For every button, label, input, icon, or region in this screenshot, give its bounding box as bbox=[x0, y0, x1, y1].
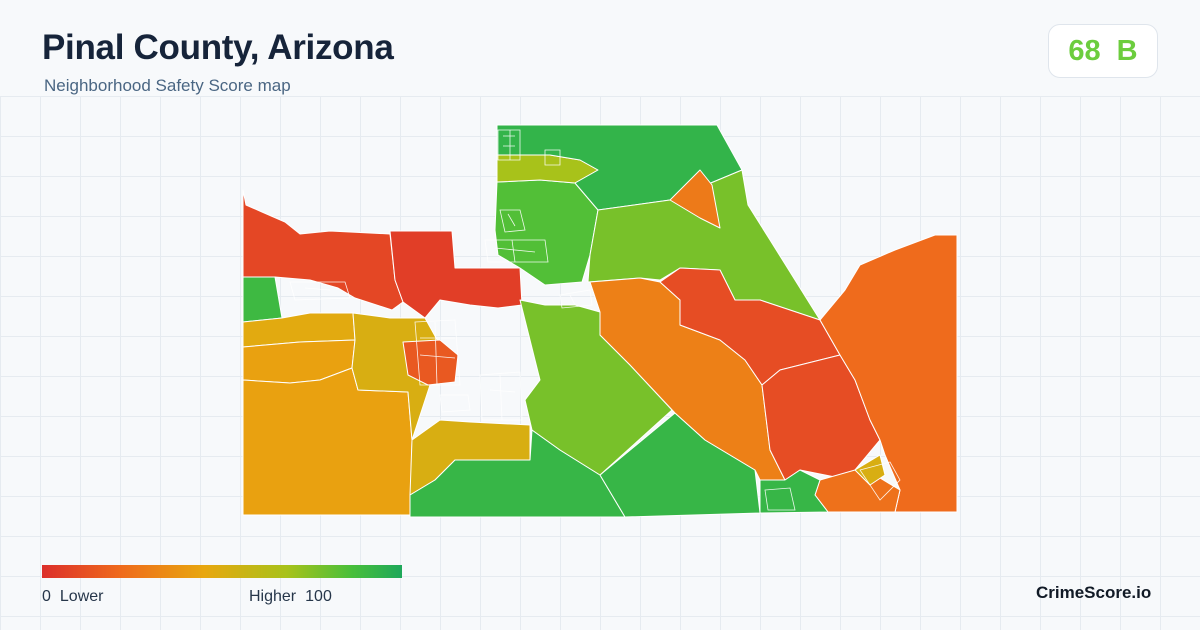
legend-gradient-bar bbox=[42, 565, 402, 578]
legend-min-label: Lower bbox=[59, 588, 104, 605]
legend-low: 0 Lower bbox=[42, 588, 103, 606]
map-region-southeast-yellow[interactable] bbox=[854, 454, 886, 486]
score-badge: 68 B bbox=[1048, 24, 1158, 78]
map-region-west-strip[interactable] bbox=[242, 276, 283, 323]
page-subtitle: Neighborhood Safety Score map bbox=[44, 76, 291, 95]
map-region-casa-grande-area[interactable] bbox=[402, 339, 459, 386]
map-region-southeast-green[interactable] bbox=[759, 469, 829, 514]
score-grade: B bbox=[1116, 34, 1138, 67]
legend-max-label: Higher bbox=[249, 588, 297, 605]
score-value: 68 bbox=[1068, 34, 1101, 67]
legend-min-value: 0 bbox=[42, 588, 51, 605]
legend-high: Higher 100 bbox=[249, 588, 332, 606]
map-region-northeast-pocket[interactable] bbox=[669, 169, 721, 229]
page-title: Pinal County, Arizona bbox=[42, 28, 394, 67]
header bbox=[0, 0, 1200, 96]
tract-boundaries bbox=[289, 129, 901, 511]
brand-logo-text: CrimeScore.io bbox=[1036, 583, 1152, 602]
legend-max-value: 100 bbox=[305, 588, 332, 605]
map-region-southeast-orange[interactable] bbox=[814, 469, 901, 513]
map-region-maricopa-north[interactable] bbox=[389, 230, 523, 319]
